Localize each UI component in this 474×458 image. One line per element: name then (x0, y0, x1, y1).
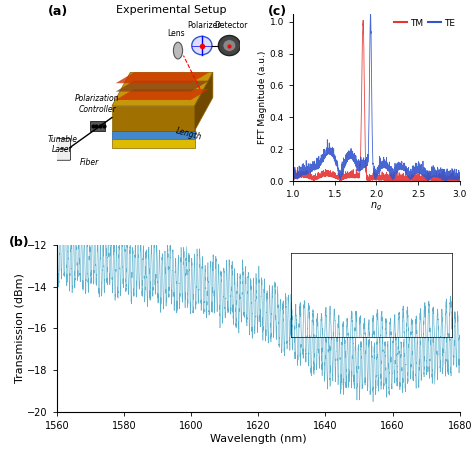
Polygon shape (116, 89, 209, 100)
Circle shape (219, 36, 240, 55)
Text: (b): (b) (9, 236, 29, 250)
Y-axis label: FFT Magnitude (a.u.): FFT Magnitude (a.u.) (258, 51, 267, 144)
Text: Length: Length (175, 126, 203, 142)
Text: Polarization
Controller: Polarization Controller (75, 94, 119, 114)
X-axis label: $n_g$: $n_g$ (370, 201, 383, 213)
Text: Fiber: Fiber (80, 158, 100, 167)
Text: Lens: Lens (167, 29, 185, 38)
Y-axis label: Transmission (dBm): Transmission (dBm) (15, 273, 25, 383)
Text: (c): (c) (268, 5, 287, 18)
Polygon shape (116, 72, 209, 83)
Text: Polarizer: Polarizer (187, 21, 220, 30)
FancyBboxPatch shape (56, 138, 71, 160)
Text: Experimental Setup: Experimental Setup (116, 5, 226, 16)
Polygon shape (112, 131, 194, 139)
Ellipse shape (173, 42, 182, 59)
Text: ~: ~ (57, 142, 69, 156)
Bar (90, 121, 105, 131)
X-axis label: Wavelength (nm): Wavelength (nm) (210, 434, 307, 444)
Legend: TM, TE: TM, TE (390, 15, 459, 31)
Circle shape (223, 40, 236, 51)
Polygon shape (116, 81, 209, 92)
Polygon shape (112, 72, 213, 106)
Text: Detector: Detector (215, 21, 248, 30)
Text: (a): (a) (48, 5, 68, 18)
Circle shape (192, 36, 212, 55)
Polygon shape (112, 139, 194, 147)
Polygon shape (112, 106, 194, 131)
Polygon shape (194, 72, 213, 131)
Text: Tunable
Laser: Tunable Laser (47, 135, 77, 154)
